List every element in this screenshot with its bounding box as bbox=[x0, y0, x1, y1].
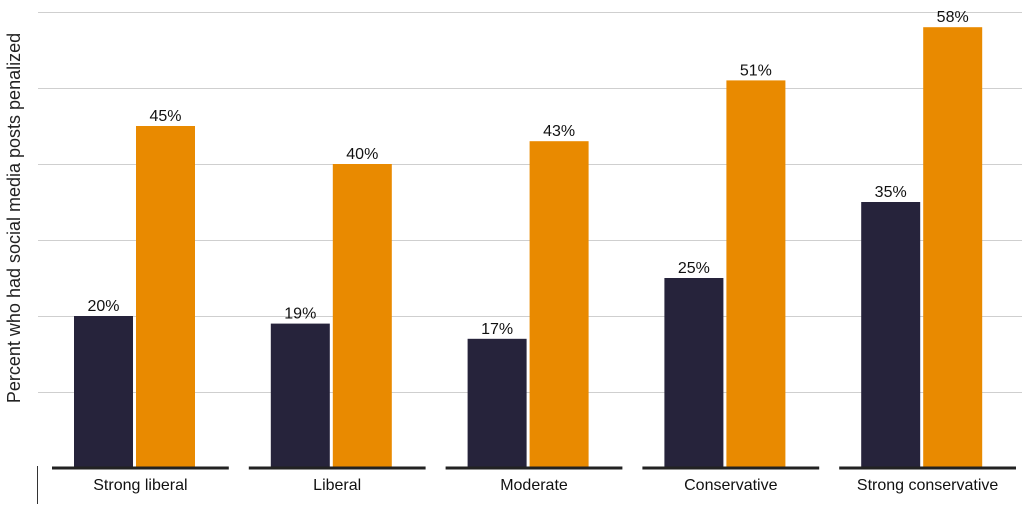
bar-series-1 bbox=[270, 323, 330, 468]
data-label: 40% bbox=[346, 146, 378, 163]
bar-series-1 bbox=[74, 316, 133, 468]
bars bbox=[74, 27, 983, 469]
y-axis-label: Percent who had social media posts penal… bbox=[4, 33, 24, 403]
data-label: 43% bbox=[543, 123, 575, 140]
bar-series-2 bbox=[332, 164, 392, 468]
data-label: 25% bbox=[678, 260, 710, 277]
data-label: 58% bbox=[937, 9, 969, 26]
bar-series-2 bbox=[529, 141, 589, 468]
data-labels: 20% 19% 17% 25% 35% 45% 40% 43% 51% 58% bbox=[87, 9, 968, 338]
bar-series-1 bbox=[664, 278, 724, 468]
data-label: 35% bbox=[875, 184, 907, 201]
x-tick-label: Strong conservative bbox=[857, 477, 999, 494]
bar-series-1 bbox=[467, 338, 527, 468]
x-tick-label: Strong liberal bbox=[93, 477, 187, 494]
x-tick-label: Liberal bbox=[313, 477, 361, 494]
data-label: 45% bbox=[149, 108, 181, 125]
bar-series-1 bbox=[861, 202, 921, 468]
data-label: 51% bbox=[740, 62, 772, 79]
x-tick-label: Conservative bbox=[684, 477, 777, 494]
x-tick-label: Moderate bbox=[500, 477, 568, 494]
bar-series-2 bbox=[136, 126, 195, 468]
bar-series-2 bbox=[923, 27, 983, 468]
data-label: 20% bbox=[87, 298, 119, 315]
data-label: 19% bbox=[284, 306, 316, 323]
bar-series-2 bbox=[726, 80, 786, 469]
x-axis: Strong liberal Liberal Moderate Conservativ… bbox=[37, 466, 1016, 504]
data-label: 17% bbox=[481, 321, 513, 338]
